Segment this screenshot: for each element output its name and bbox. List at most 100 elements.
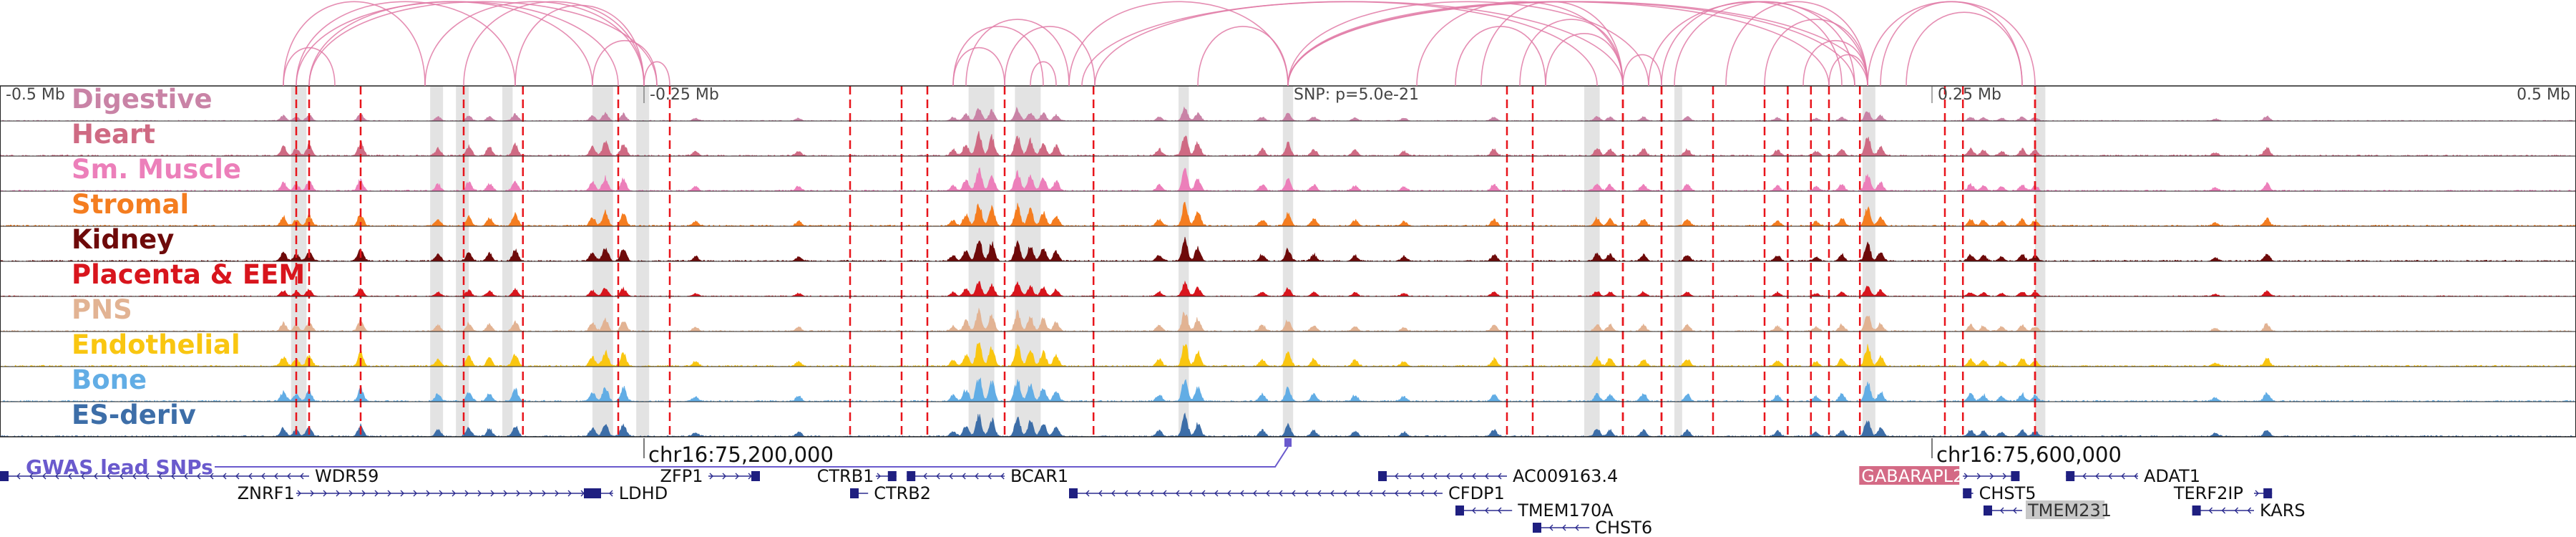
gene-label: WDR59 — [315, 466, 379, 486]
gene-exon — [1069, 488, 1078, 498]
strand-arrow — [975, 473, 979, 480]
gene-label: CHST5 — [1979, 483, 2036, 503]
strand-arrow — [297, 490, 301, 497]
strand-arrow — [1575, 524, 1579, 531]
gwas-connector — [215, 446, 1289, 468]
loop-arc — [296, 1, 516, 87]
strand-arrow — [529, 490, 533, 497]
track-label: Bone — [72, 364, 147, 395]
loop-arc — [1197, 26, 1289, 87]
loop-arc — [1416, 1, 1624, 87]
loop-arc — [514, 4, 645, 87]
strand-arrow — [1485, 507, 1489, 514]
strand-arrow — [609, 490, 613, 497]
loop-arc — [1674, 1, 1855, 87]
strand-arrow — [2255, 490, 2259, 497]
track-signal — [0, 236, 2576, 262]
strand-arrow — [348, 490, 353, 497]
strand-arrow — [477, 490, 482, 497]
strand-arrow — [1407, 473, 1412, 480]
strand-arrow — [1240, 490, 1244, 497]
gene-label: CFDP1 — [1448, 483, 1505, 503]
strand-arrow — [361, 490, 366, 497]
gene-label: CTRB2 — [874, 483, 931, 503]
strand-arrow — [235, 473, 240, 480]
strand-arrow — [1266, 490, 1270, 497]
gene-label: TMEM231 — [2027, 500, 2112, 521]
strand-arrow — [877, 473, 881, 480]
strand-arrow — [68, 473, 72, 480]
strand-arrow — [1446, 473, 1450, 480]
loop-arc — [308, 1, 658, 87]
strand-arrow — [310, 490, 314, 497]
gene-exon — [2066, 471, 2075, 481]
strand-arrow — [1498, 507, 1502, 514]
strand-arrow — [29, 473, 34, 480]
strand-arrow — [567, 490, 572, 497]
loop-arc — [1661, 1, 1843, 87]
strand-arrow — [2234, 507, 2239, 514]
strand-arrow — [949, 473, 953, 480]
strand-arrow — [274, 473, 278, 480]
gene-label: AC009163.4 — [1513, 466, 1618, 486]
strand-arrow — [400, 490, 404, 497]
gene-label: KARS — [2260, 500, 2306, 521]
strand-arrow — [1124, 490, 1128, 497]
loop-arc — [1287, 1, 1649, 87]
snp-label: SNP: p=5.0e-21 — [1294, 86, 1419, 104]
gene-exon — [887, 471, 897, 481]
strand-arrow — [1214, 490, 1219, 497]
strand-arrow — [223, 473, 227, 480]
gene-label: CTRB1 — [817, 466, 874, 486]
strand-arrow — [1420, 473, 1425, 480]
strand-arrow — [464, 490, 469, 497]
loop-arc — [1287, 1, 1868, 87]
strand-arrow — [1395, 473, 1399, 480]
top-tick-label: 0.25 Mb — [1938, 86, 2001, 104]
loop-arc — [1094, 1, 1598, 87]
gene-exon — [2263, 488, 2273, 498]
strand-arrow — [452, 490, 456, 497]
strand-arrow — [962, 473, 966, 480]
loop-arc — [1545, 32, 1624, 87]
strand-arrow — [1562, 524, 1566, 531]
gene-label: TERF2IP — [2173, 483, 2243, 503]
track-label: Placenta & EEM — [72, 259, 305, 290]
strand-arrow — [132, 473, 137, 480]
track-labels: Digestive Heart Sm. Muscle Stromal Kidney Pla… — [72, 84, 305, 430]
strand-arrow — [1085, 490, 1090, 497]
strand-arrow — [323, 490, 327, 497]
strand-arrow — [2221, 507, 2226, 514]
gene-exon — [584, 488, 592, 498]
gene-highlight-box — [1859, 466, 1960, 485]
strand-arrow — [1343, 490, 1347, 497]
strand-arrow — [158, 473, 162, 480]
gene-exon — [1378, 471, 1387, 481]
loop-arc — [283, 47, 336, 87]
strand-arrow — [1317, 490, 1322, 497]
strand-arrow — [248, 473, 253, 480]
track-label: Endothelial — [72, 329, 240, 360]
strand-arrow — [1395, 490, 1399, 497]
strand-arrow — [413, 490, 417, 497]
strand-arrow — [2108, 473, 2112, 480]
track-label: Stromal — [72, 189, 189, 220]
gene-exon — [592, 488, 601, 498]
strand-arrow — [1382, 490, 1386, 497]
gene-exon — [1455, 505, 1464, 516]
strand-arrow — [2121, 473, 2125, 480]
strand-arrow — [2134, 473, 2138, 480]
strand-arrow — [16, 473, 21, 480]
gene-label: ADAT1 — [2144, 466, 2200, 486]
gene-exon — [0, 471, 9, 481]
gene-label: BCAR1 — [1010, 466, 1068, 486]
strand-arrow — [197, 473, 201, 480]
coord-label: chr16:75,200,000 — [648, 442, 834, 467]
strand-arrow — [1098, 490, 1103, 497]
strand-arrow — [1176, 490, 1180, 497]
strand-arrow — [1989, 473, 1994, 480]
chromatin-loops — [283, 1, 2036, 87]
